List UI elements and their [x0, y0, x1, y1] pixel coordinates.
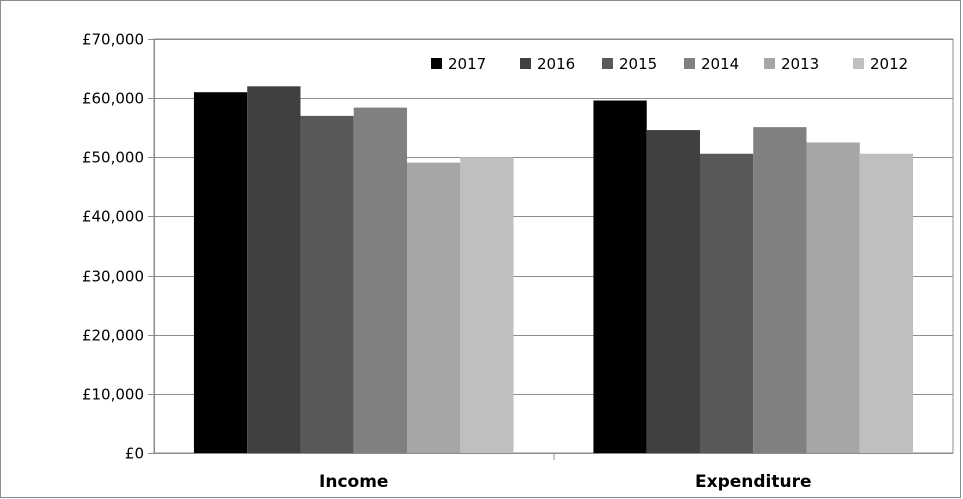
legend-swatch-2013: [764, 58, 775, 69]
bar-expenditure-2013: [806, 142, 860, 453]
legend-swatch-2016: [520, 58, 531, 69]
legend-label-2012: 2012: [870, 55, 908, 73]
legend-label-2014: 2014: [701, 55, 739, 73]
bar-income-2013: [407, 162, 461, 453]
legend-swatch-2015: [602, 58, 613, 69]
legend-label-2013: 2013: [781, 55, 819, 73]
bar-expenditure-2017: [593, 100, 647, 453]
y-tick-label: £50,000: [82, 149, 144, 167]
bar-income-2014: [353, 107, 408, 453]
bar-expenditure-2016: [646, 130, 700, 453]
x-category-label: Expenditure: [695, 472, 812, 492]
y-tick-label: £20,000: [82, 327, 144, 345]
y-tick-label: £40,000: [82, 208, 144, 226]
legend-swatch-2017: [431, 58, 442, 69]
bar-expenditure-2012: [859, 153, 914, 454]
y-tick-label: £70,000: [82, 31, 144, 49]
bar-income-2016: [247, 86, 301, 454]
legend-swatch-2014: [684, 58, 695, 69]
y-tick-label: £0: [125, 445, 144, 463]
bar-expenditure-2014: [753, 127, 807, 453]
y-tick-label: £60,000: [82, 90, 144, 108]
x-category-label: Income: [319, 472, 388, 492]
legend-label-2015: 2015: [619, 55, 657, 73]
legend-swatch-2012: [853, 58, 864, 69]
bar-income-2017: [193, 92, 248, 453]
bar-income-2012: [460, 157, 514, 454]
bar-expenditure-2015: [699, 153, 754, 454]
y-tick-label: £10,000: [82, 386, 144, 404]
y-tick-label: £30,000: [82, 268, 144, 286]
bar-income-2015: [300, 115, 354, 453]
legend-label-2017: 2017: [448, 55, 486, 73]
legend-label-2016: 2016: [537, 55, 575, 73]
